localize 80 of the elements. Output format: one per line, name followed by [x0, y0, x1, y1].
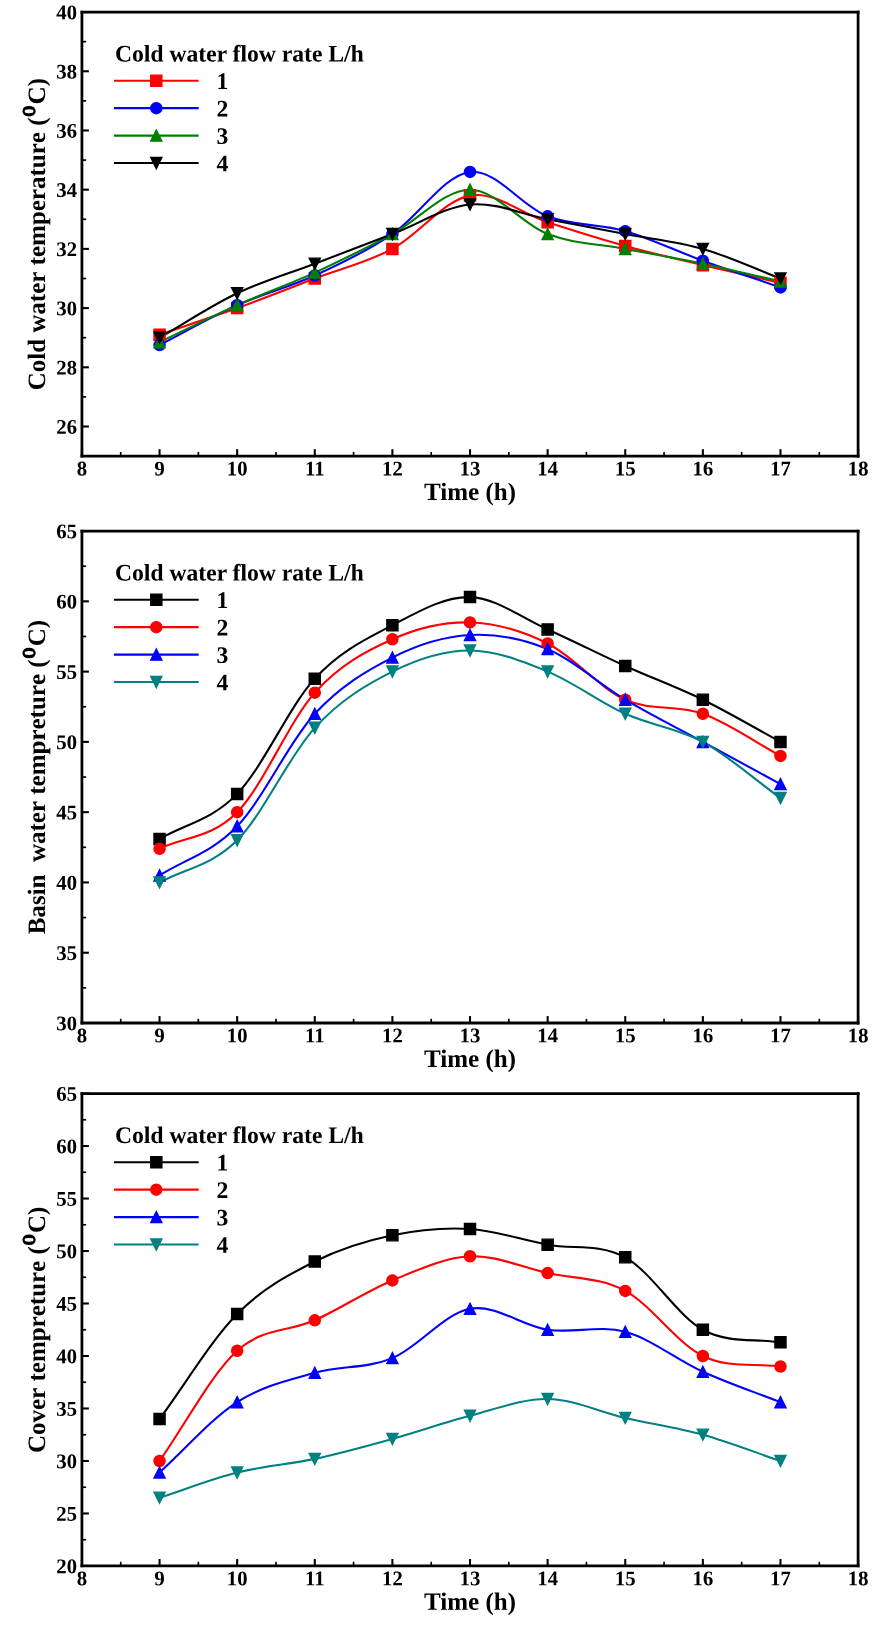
legend-label: 2	[217, 100, 228, 117]
y-tick-label: 45	[56, 805, 77, 820]
x-tick-label: 17	[771, 1028, 791, 1043]
legend-title: Cold water flow rate L/h	[116, 1126, 364, 1144]
x-tick-label: 17	[771, 1571, 791, 1586]
y-tick-label: 60	[56, 1139, 77, 1154]
y-tick-label: 50	[57, 1244, 77, 1259]
x-tick-label: 10	[228, 1028, 247, 1043]
x-tick-label: 11	[306, 1571, 324, 1586]
x-tick-label: 9	[154, 1571, 165, 1586]
x-tick-label: 15	[616, 1571, 635, 1586]
y-tick-label: 55	[57, 665, 77, 680]
y-tick-label: 55	[57, 1192, 77, 1206]
legend-label: 1	[218, 1154, 228, 1171]
x-axis-title: Time (h)	[424, 1049, 515, 1073]
y-tick-label: 20	[57, 1559, 77, 1574]
x-tick-label: 13	[461, 461, 480, 476]
y-tick-label: 40	[56, 5, 77, 20]
legend-label: 4	[216, 155, 228, 172]
y-tick-label: 40	[56, 875, 77, 890]
x-tick-label: 17	[771, 461, 791, 476]
x-tick-label: 15	[616, 1028, 635, 1043]
x-tick-label: 13	[461, 1571, 480, 1586]
x-tick-label: 12	[383, 1571, 402, 1586]
x-axis-title: Time (h)	[424, 1592, 515, 1616]
y-axis-title: Cover tempreture ($^{0}$C)	[22, 1207, 51, 1452]
x-tick-label: 16	[694, 1571, 713, 1586]
x-tick-label: 14	[538, 461, 558, 476]
x-tick-label: 11	[306, 1028, 324, 1043]
legend-title: Cold water flow rate L/h	[116, 563, 364, 581]
x-tick-label: 8	[77, 1571, 87, 1586]
legend-label: 4	[216, 1237, 228, 1253]
x-tick-label: 12	[383, 461, 402, 476]
y-tick-label: 60	[56, 594, 77, 609]
legend-label: 2	[217, 619, 228, 636]
legend-label: 1	[218, 592, 228, 608]
x-tick-label: 8	[77, 1028, 87, 1043]
x-tick-label: 9	[154, 461, 165, 476]
x-tick-label: 14	[538, 1028, 558, 1043]
y-tick-label: 32	[57, 242, 77, 257]
x-tick-label: 18	[849, 1571, 868, 1586]
x-axis-title: Time (h)	[424, 482, 515, 506]
y-tick-label: 30	[57, 1454, 77, 1469]
y-tick-label: 65	[56, 1086, 77, 1101]
x-tick-label: 9	[154, 1028, 165, 1043]
x-tick-label: 18	[849, 461, 868, 476]
x-tick-label: 8	[77, 461, 87, 476]
legend-label: 3	[217, 128, 228, 145]
y-axis-title: Cold water temperature ($^{0}$C)	[22, 79, 51, 390]
y-tick-label: 35	[57, 1401, 77, 1416]
y-tick-label: 45	[56, 1297, 77, 1311]
x-tick-label: 10	[228, 461, 247, 476]
y-tick-label: 28	[57, 360, 77, 375]
y-tick-label: 26	[57, 419, 77, 434]
y-tick-label: 40	[56, 1349, 77, 1364]
x-tick-label: 16	[694, 461, 713, 476]
y-tick-label: 25	[57, 1506, 77, 1521]
x-tick-label: 13	[461, 1028, 480, 1043]
y-tick-label: 38	[57, 64, 77, 79]
legend-label: 1	[218, 73, 228, 89]
y-tick-label: 65	[56, 524, 77, 539]
x-tick-label: 10	[228, 1571, 247, 1586]
legend-title: Cold water flow rate L/h	[116, 44, 364, 62]
x-tick-label: 11	[306, 461, 324, 476]
y-tick-label: 30	[57, 1016, 77, 1031]
y-tick-label: 36	[57, 123, 77, 138]
y-tick-label: 34	[57, 183, 77, 198]
y-axis-title: Basin water tempreture ($^{0}$C)	[22, 620, 51, 934]
y-tick-label: 35	[57, 946, 77, 961]
y-tick-label: 30	[57, 301, 77, 316]
x-tick-label: 12	[383, 1028, 402, 1043]
legend-label: 3	[217, 1209, 228, 1226]
legend-label: 3	[217, 647, 228, 664]
legend-label: 4	[216, 674, 228, 691]
x-tick-label: 18	[849, 1028, 868, 1043]
legend-label: 2	[217, 1182, 228, 1198]
x-tick-label: 16	[694, 1028, 713, 1043]
x-tick-label: 15	[616, 461, 635, 476]
x-tick-label: 14	[538, 1571, 558, 1586]
y-tick-label: 50	[57, 735, 77, 750]
